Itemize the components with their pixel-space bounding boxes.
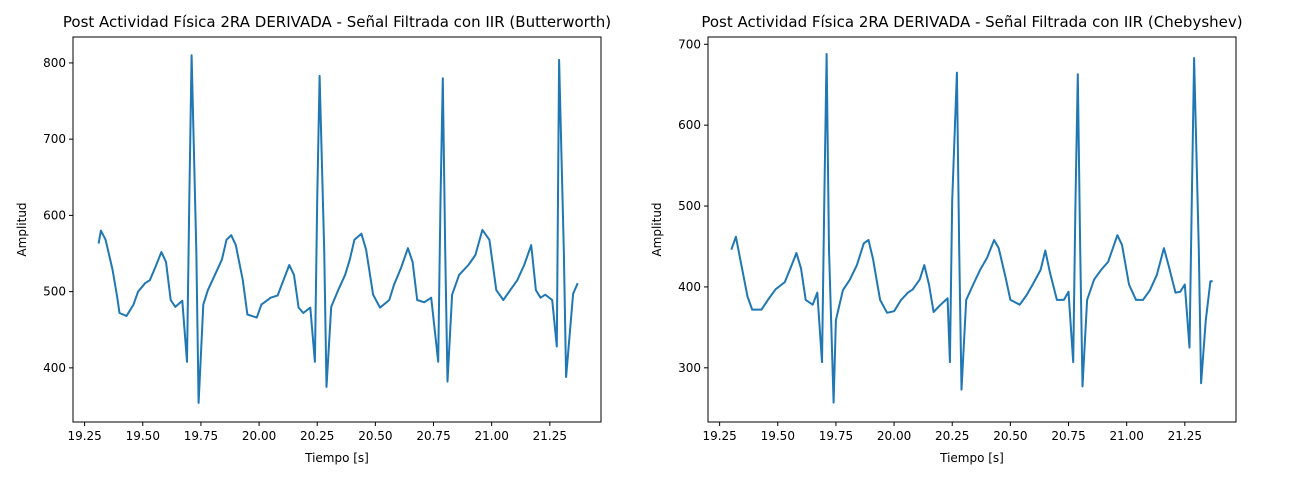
y-tick-label: 800: [43, 56, 66, 70]
y-tick-label: 300: [678, 361, 701, 375]
y-tick-label: 400: [678, 280, 701, 294]
y-tick-label: 600: [678, 118, 701, 132]
x-tick-label: 21.00: [474, 429, 508, 443]
x-tick-label: 19.25: [702, 429, 736, 443]
x-tick-label: 20.50: [993, 429, 1027, 443]
axes-frame: [72, 36, 602, 423]
y-axis-label: Amplitud: [15, 202, 29, 256]
chart-title: Post Actividad Física 2RA DERIVADA - Señ…: [701, 13, 1242, 31]
x-tick-label: 21.25: [533, 429, 567, 443]
chart-title: Post Actividad Física 2RA DERIVADA - Señ…: [63, 13, 611, 31]
y-tick-label: 700: [678, 37, 701, 51]
x-tick-label: 19.75: [819, 429, 853, 443]
x-tick-label: 19.50: [761, 429, 795, 443]
x-tick-label: 19.50: [126, 429, 160, 443]
signal-line: [97, 54, 579, 404]
x-tick-label: 20.25: [935, 429, 969, 443]
x-tick-label: 20.75: [1051, 429, 1085, 443]
axes-frame: [707, 36, 1237, 423]
x-tick-label: 21.00: [1109, 429, 1143, 443]
x-tick-label: 20.75: [416, 429, 450, 443]
x-tick-label: 20.25: [300, 429, 334, 443]
y-tick-label: 600: [43, 208, 66, 222]
x-tick-label: 21.25: [1168, 429, 1202, 443]
x-tick-label: 19.75: [184, 429, 218, 443]
x-tick-label: 20.00: [242, 429, 276, 443]
y-tick-label: 400: [43, 361, 66, 375]
y-tick-label: 500: [678, 199, 701, 213]
x-axis-label: Tiempo [s]: [304, 451, 369, 465]
x-tick-label: 20.00: [877, 429, 911, 443]
x-axis-label: Tiempo [s]: [939, 451, 1004, 465]
y-axis-label: Amplitud: [650, 202, 664, 256]
y-tick-label: 500: [43, 285, 66, 299]
y-tick-label: 700: [43, 132, 66, 146]
signal-line: [730, 53, 1213, 404]
x-tick-label: 19.25: [67, 429, 101, 443]
x-tick-label: 20.50: [358, 429, 392, 443]
